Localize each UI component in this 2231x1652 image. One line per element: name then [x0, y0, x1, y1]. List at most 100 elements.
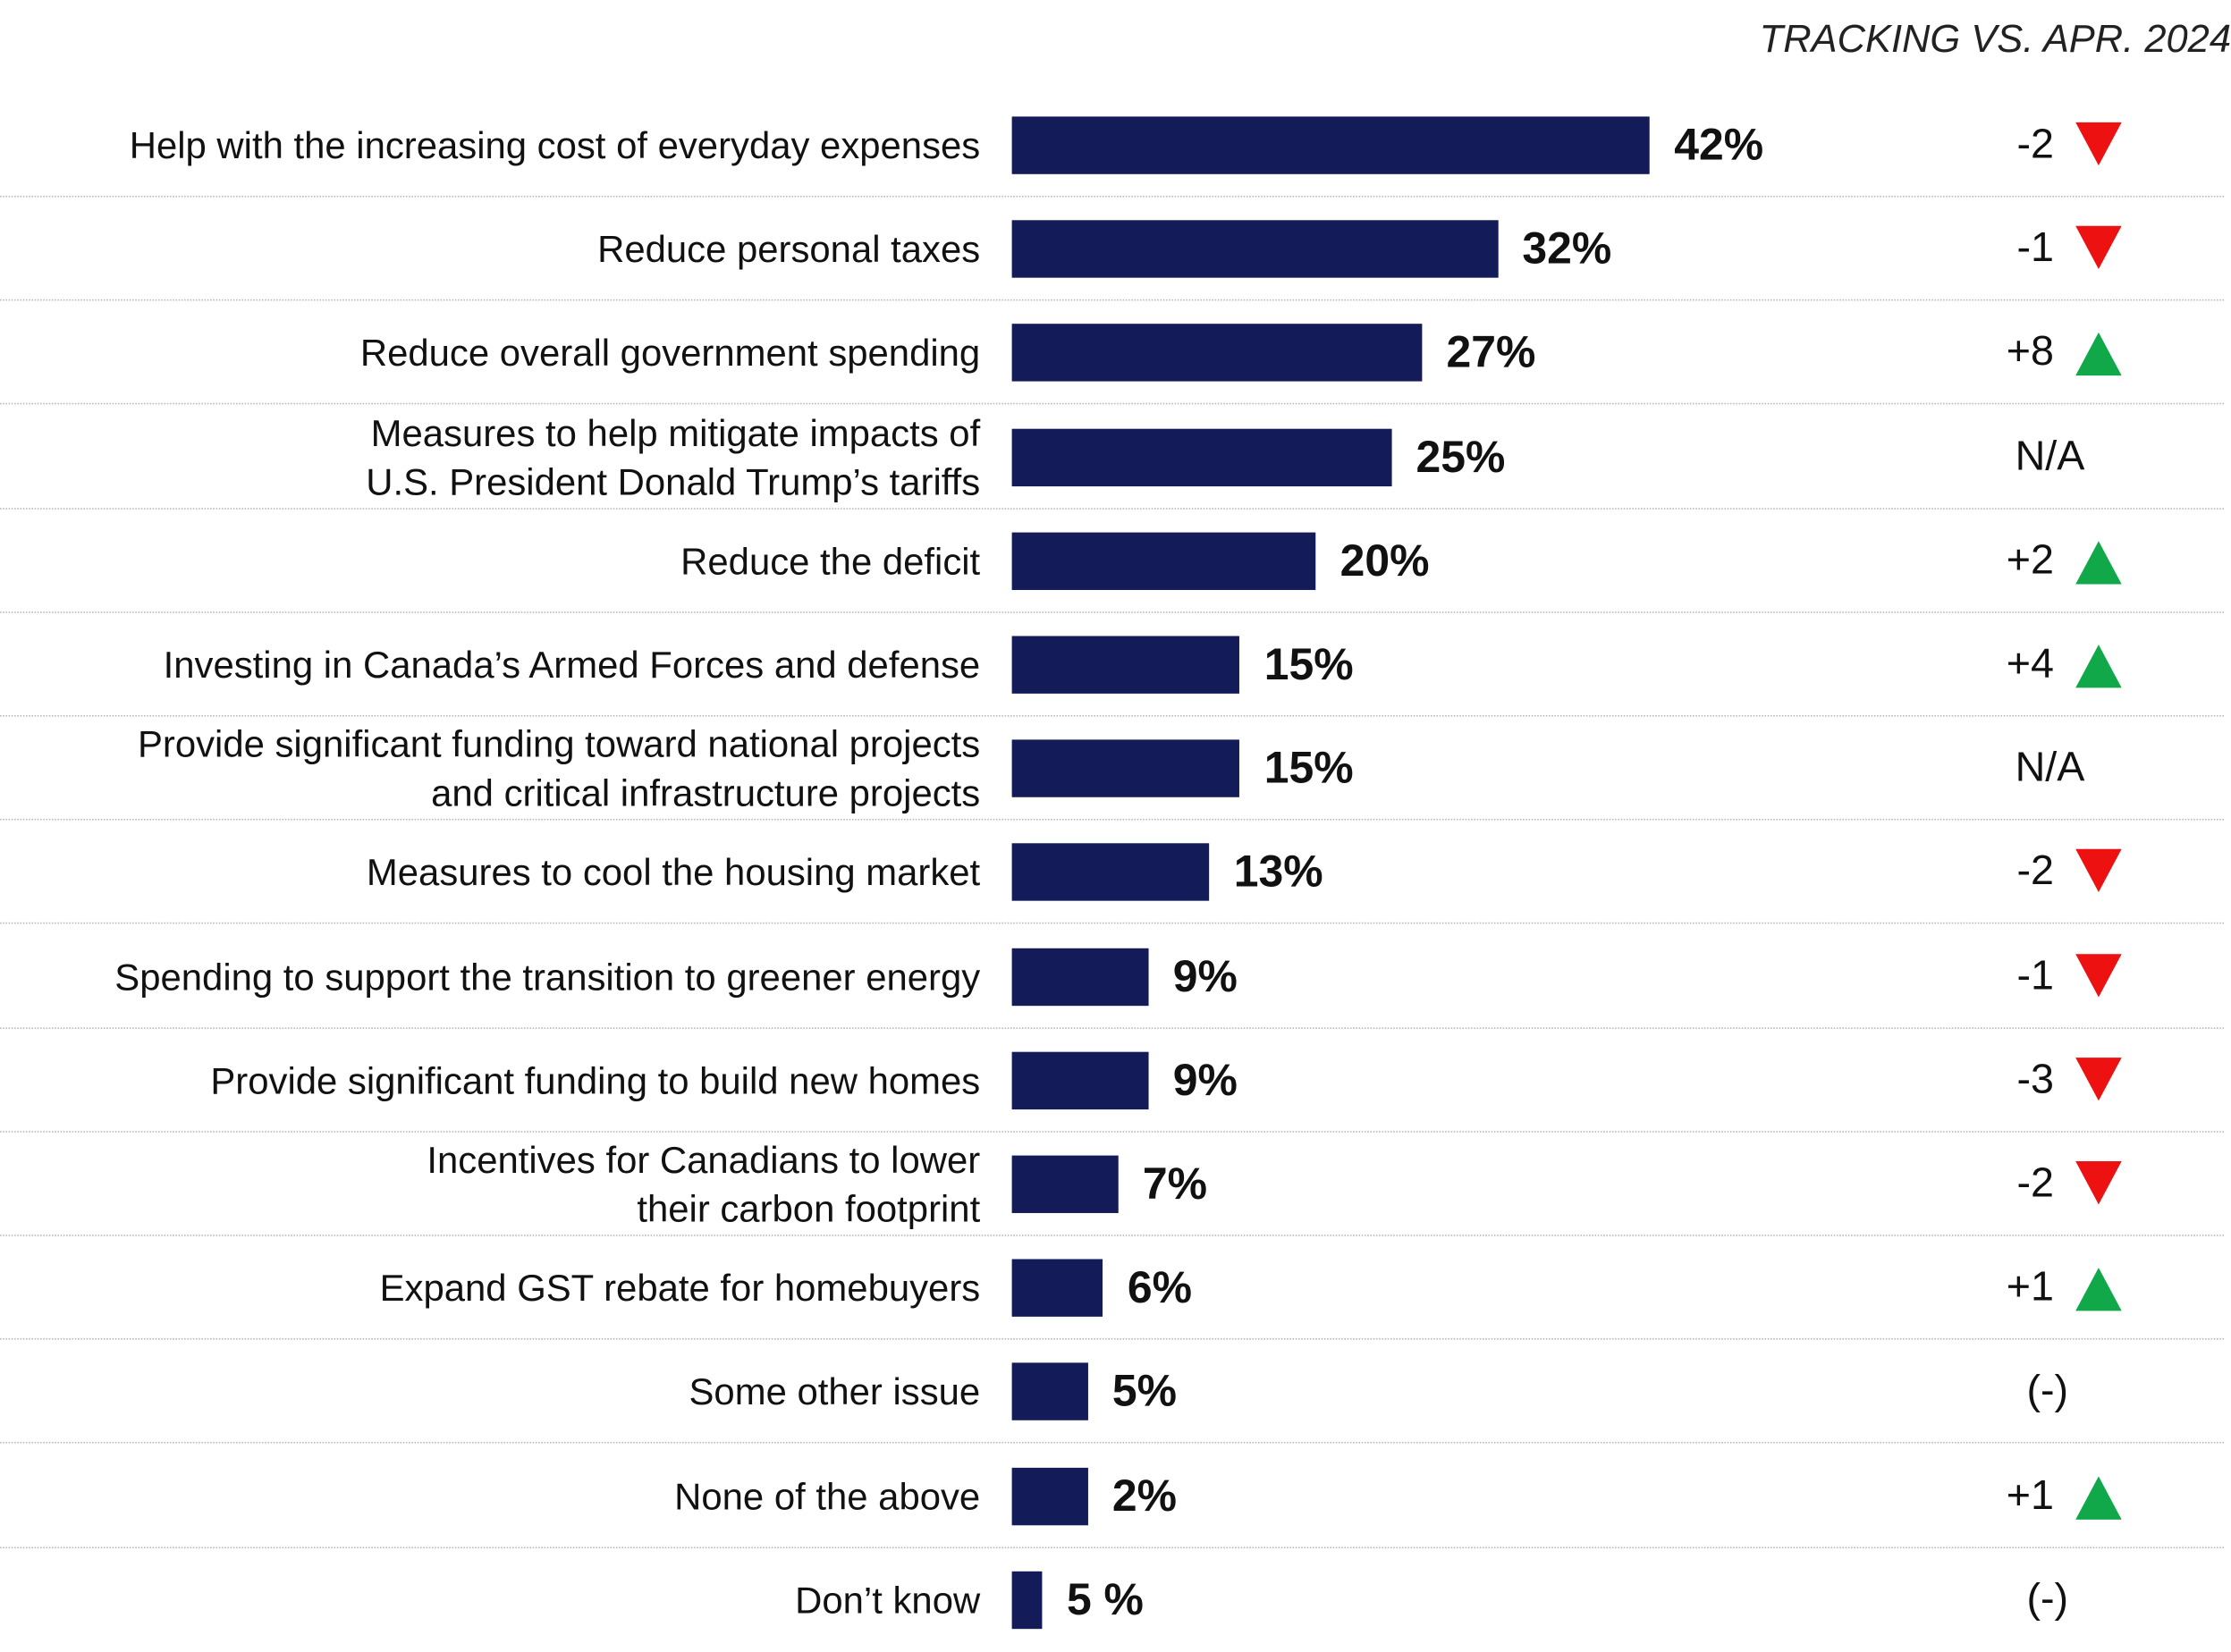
bar-row: Measures to cool the housing market 13% -2	[0, 821, 2224, 925]
bar	[1011, 324, 1423, 383]
up-arrow-icon	[2075, 645, 2122, 688]
category-label: Reduce the deficit	[680, 539, 981, 583]
value-label: 6%	[1127, 1262, 1193, 1313]
value-label: 32%	[1522, 223, 1612, 274]
row-divider	[0, 715, 2224, 717]
value-label: 5%	[1111, 1366, 1178, 1417]
tracking-change: (-)	[2026, 1576, 2069, 1622]
bar	[1011, 1467, 1088, 1525]
bar-row: Help with the increasing cost of everyda…	[0, 94, 2224, 198]
bar	[1011, 532, 1316, 590]
bar-row: Measures to help mitigate impacts of U.S.…	[0, 405, 2224, 510]
up-arrow-icon	[2075, 540, 2122, 585]
value-label: 5 %	[1066, 1573, 1144, 1625]
down-arrow-icon	[2075, 849, 2122, 893]
bar-row: Some other issue 5% (-)	[0, 1340, 2224, 1445]
category-label: Measures to help mitigate impacts of U.S.…	[366, 410, 981, 503]
value-label: 20%	[1339, 535, 1430, 586]
down-arrow-icon	[2075, 226, 2122, 270]
bar-row: Spending to support the transition to gr…	[0, 924, 2224, 1029]
bar-row: Reduce the deficit 20% +2	[0, 510, 2224, 613]
row-divider	[0, 1026, 2224, 1029]
down-arrow-icon	[2075, 953, 2122, 997]
row-divider	[0, 1235, 2224, 1236]
row-divider	[0, 923, 2224, 925]
category-label: None of the above	[674, 1474, 981, 1518]
bar	[1011, 1051, 1149, 1109]
tracking-change: -1	[2016, 225, 2055, 272]
value-label: 9%	[1172, 950, 1238, 1001]
down-arrow-icon	[2075, 122, 2122, 166]
value-label: 15%	[1263, 742, 1354, 794]
down-arrow-icon	[2075, 1161, 2122, 1205]
bar	[1011, 428, 1392, 486]
bar-row: Provide significant funding toward natio…	[0, 717, 2224, 821]
bar-row: Incentives for Canadians to lower their c…	[0, 1133, 2224, 1236]
bar	[1011, 843, 1210, 902]
tracking-change: +2	[2006, 536, 2055, 584]
tracking-change: +8	[2006, 329, 2055, 375]
bar	[1011, 739, 1240, 798]
tracking-change: +4	[2006, 641, 2055, 687]
category-label: Reduce overall government spending	[359, 331, 981, 375]
bar	[1011, 636, 1240, 694]
bar-row: Don’t know 5 % (-)	[0, 1548, 2224, 1652]
row-divider	[0, 403, 2224, 405]
bar-row: Reduce personal taxes 32% -1	[0, 198, 2224, 301]
tracking-change: +1	[2006, 1264, 2055, 1311]
bar-row: None of the above 2% +1	[0, 1444, 2224, 1548]
row-divider	[0, 507, 2224, 510]
tracking-change: -2	[2016, 1160, 2055, 1207]
category-label: Spending to support the transition to gr…	[114, 955, 981, 999]
up-arrow-icon	[2075, 1268, 2122, 1311]
value-label: 42%	[1674, 119, 1764, 170]
row-divider	[0, 819, 2224, 821]
down-arrow-icon	[2075, 1057, 2122, 1101]
row-divider	[0, 1442, 2224, 1445]
bar-row: Provide significant funding to build new…	[0, 1029, 2224, 1133]
category-label: Provide significant funding to build new…	[210, 1058, 981, 1102]
tracking-change: (-)	[2026, 1368, 2069, 1415]
bar	[1011, 1363, 1088, 1421]
bar	[1011, 1259, 1103, 1318]
row-divider	[0, 1546, 2224, 1548]
up-arrow-icon	[2075, 333, 2122, 376]
tracking-change: N/A	[2015, 433, 2085, 480]
value-label: 27%	[1446, 327, 1536, 378]
bar	[1011, 1155, 1119, 1213]
up-arrow-icon	[2075, 1475, 2122, 1520]
category-label: Help with the increasing cost of everyda…	[129, 123, 981, 167]
bar-row: Investing in Canada’s Armed Forces and d…	[0, 613, 2224, 717]
row-divider	[0, 1338, 2224, 1340]
category-label: Reduce personal taxes	[597, 227, 981, 271]
category-label: Incentives for Canadians to lower their c…	[427, 1138, 981, 1231]
tracking-change: -2	[2016, 848, 2055, 896]
value-label: 2%	[1111, 1470, 1178, 1521]
bar-row: Expand GST rebate for homebuyers 6% +1	[0, 1236, 2224, 1340]
bar	[1011, 116, 1650, 174]
category-label: Some other issue	[689, 1370, 981, 1414]
row-divider	[0, 299, 2224, 301]
tracking-change: -2	[2016, 122, 2055, 168]
bar	[1011, 948, 1149, 1006]
row-divider	[0, 611, 2224, 613]
value-label: 9%	[1172, 1054, 1238, 1105]
value-label: 25%	[1416, 431, 1506, 482]
value-label: 7%	[1142, 1158, 1207, 1210]
category-label: Provide significant funding toward natio…	[137, 722, 981, 815]
tracking-change: -3	[2016, 1056, 2055, 1103]
tracking-change: N/A	[2015, 745, 2085, 791]
tracking-change: -1	[2016, 952, 2055, 999]
value-label: 13%	[1233, 847, 1323, 898]
category-label: Don’t know	[795, 1578, 981, 1622]
bar	[1011, 1571, 1043, 1629]
row-divider	[0, 1130, 2224, 1133]
category-label: Expand GST rebate for homebuyers	[379, 1266, 981, 1311]
bar	[1011, 220, 1499, 278]
tracking-header: TRACKING VS. APR. 2024	[1759, 17, 2231, 61]
row-divider	[0, 195, 2224, 198]
bar-row: Reduce overall government spending 27% +8	[0, 301, 2224, 405]
category-label: Investing in Canada’s Armed Forces and d…	[163, 643, 981, 687]
value-label: 15%	[1263, 638, 1354, 690]
